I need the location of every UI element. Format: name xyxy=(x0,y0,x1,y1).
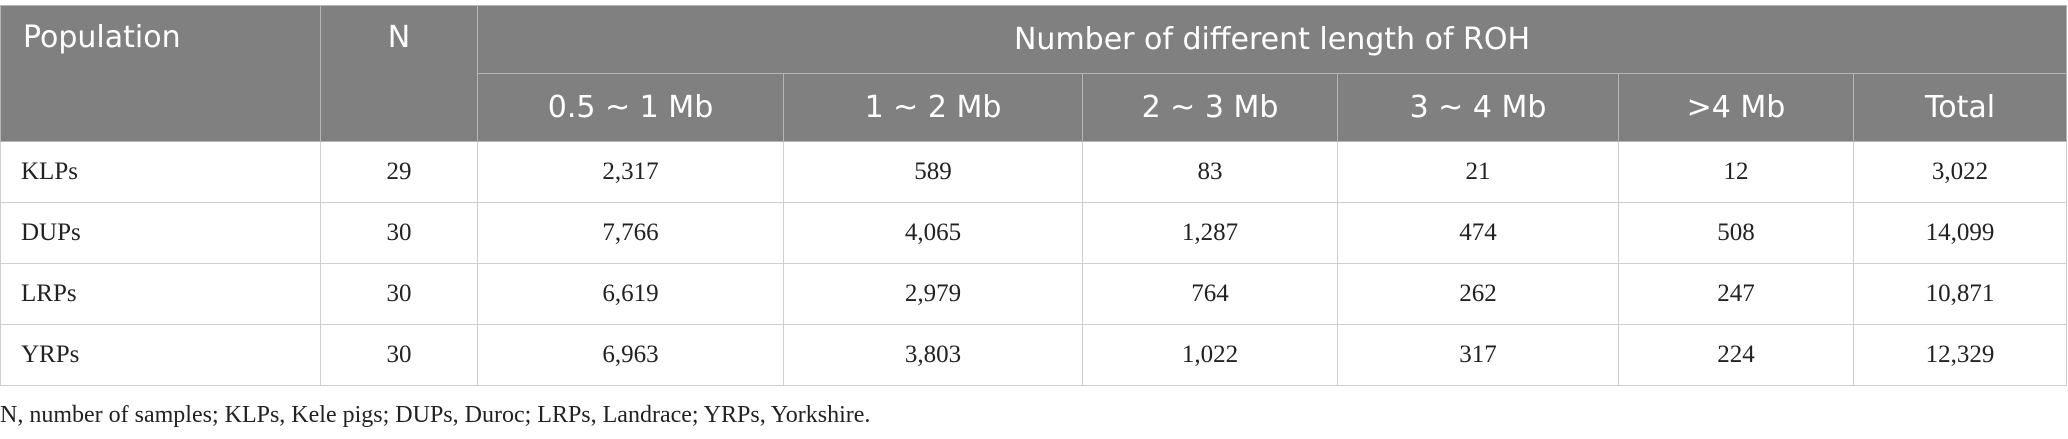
table-row: KLPs 29 2,317 589 83 21 12 3,022 xyxy=(0,141,2068,203)
table-cell: 317 xyxy=(1337,324,1619,386)
table-cell: 12 xyxy=(1618,141,1854,203)
table-cell: 21 xyxy=(1337,141,1619,203)
header-cell: 2 ~ 3 Mb xyxy=(1082,73,1338,142)
roh-table: Population N Number of different length … xyxy=(0,5,2068,386)
table-cell: 30 xyxy=(320,263,478,325)
table-cell: 14,099 xyxy=(1852,202,2068,264)
table-cell: 29 xyxy=(320,141,478,203)
header-cell: Total xyxy=(1852,73,2068,142)
table-cell: 7,766 xyxy=(477,202,784,264)
table-row: DUPs 30 7,766 4,065 1,287 474 508 14,099 xyxy=(0,202,2068,264)
header-cell: 0.5 ~ 1 Mb xyxy=(477,73,784,142)
table-row: LRPs 30 6,619 2,979 764 262 247 10,871 xyxy=(0,263,2068,325)
table-cell: 1,022 xyxy=(1082,324,1338,386)
table-cell: KLPs xyxy=(0,141,321,203)
table-row: YRPs 30 6,963 3,803 1,022 317 224 12,329 xyxy=(0,324,2068,386)
table-cell: 2,317 xyxy=(477,141,784,203)
table-cell: 2,979 xyxy=(783,263,1083,325)
table-cell: 589 xyxy=(783,141,1083,203)
table-cell: 764 xyxy=(1082,263,1338,325)
table-cell: 474 xyxy=(1337,202,1619,264)
header-cell: Population xyxy=(0,5,321,142)
table-cell: 247 xyxy=(1618,263,1854,325)
table-cell: 12,329 xyxy=(1852,324,2068,386)
table-cell: 10,871 xyxy=(1852,263,2068,325)
table-cell: 262 xyxy=(1337,263,1619,325)
header-cell: N xyxy=(320,5,478,142)
table-cell: DUPs xyxy=(0,202,321,264)
table-body: KLPs 29 2,317 589 83 21 12 3,022 DUPs 30 7,766 4,06… xyxy=(0,141,2068,386)
table-cell: 1,287 xyxy=(1082,202,1338,264)
table-cell: 3,022 xyxy=(1852,141,2068,203)
table-cell: 4,065 xyxy=(783,202,1083,264)
table-cell: 83 xyxy=(1082,141,1338,203)
header-row: Population N Number of different length … xyxy=(0,5,2068,142)
footnote: N, number of samples; KLPs, Kele pigs; D… xyxy=(0,402,871,428)
table-cell: 6,619 xyxy=(477,263,784,325)
table-cell: LRPs xyxy=(0,263,321,325)
header-row: 0.5 ~ 1 Mb 1 ~ 2 Mb 2 ~ 3 Mb 3 ~ 4 Mb >4 Mb T… xyxy=(1,73,2068,142)
header-cell: 1 ~ 2 Mb xyxy=(783,73,1083,142)
table-cell: YRPs xyxy=(0,324,321,386)
table-cell: 6,963 xyxy=(477,324,784,386)
table-cell: 30 xyxy=(320,202,478,264)
table-cell: 30 xyxy=(320,324,478,386)
table-cell: 508 xyxy=(1618,202,1854,264)
header-cell: 3 ~ 4 Mb xyxy=(1337,73,1619,142)
table-cell: 224 xyxy=(1618,324,1854,386)
header-cell: >4 Mb xyxy=(1618,73,1854,142)
table-cell: 3,803 xyxy=(783,324,1083,386)
header-group: Number of different length of ROH xyxy=(476,5,2068,74)
